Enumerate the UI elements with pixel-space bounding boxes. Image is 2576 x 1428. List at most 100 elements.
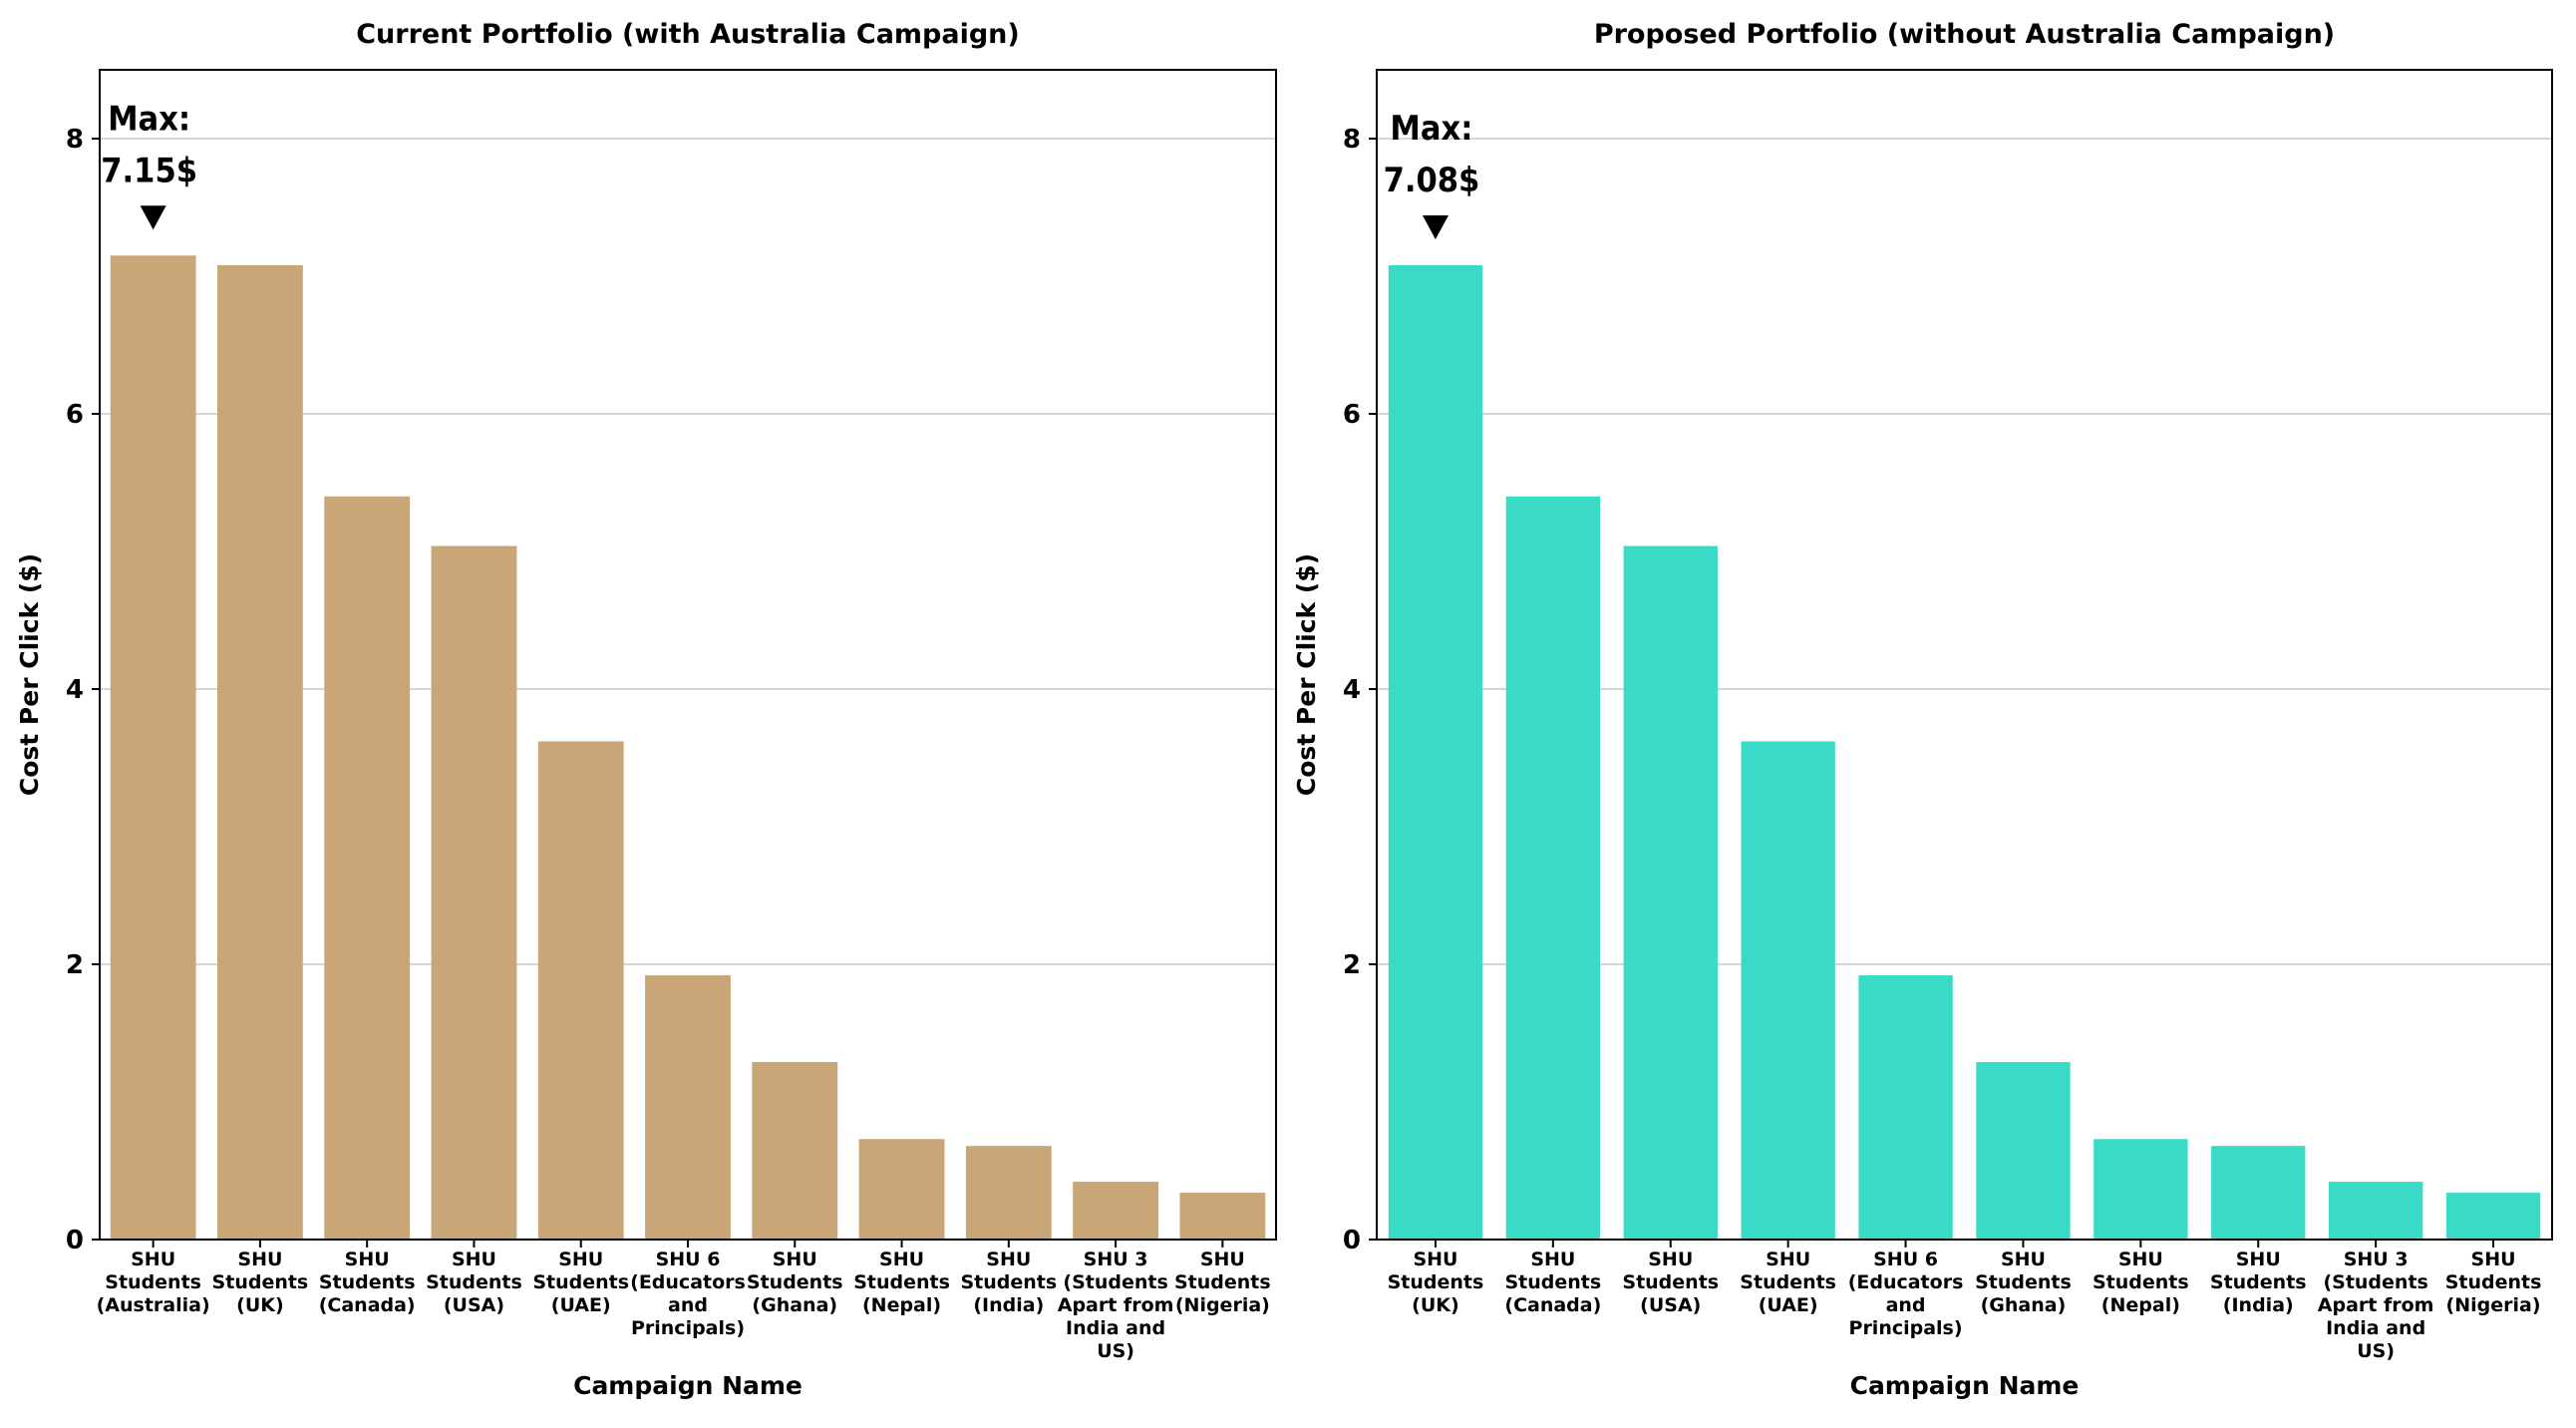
bar <box>537 741 624 1240</box>
chart-title: Proposed Portfolio (without Australia Ca… <box>1594 19 2335 50</box>
x-tick-label-line: Students <box>960 1271 1057 1293</box>
x-tick-label: SHU Students (Ghana) <box>747 1249 843 1316</box>
x-tick-label-line: (India) <box>2223 1294 2294 1316</box>
y-tick-label: 6 <box>1343 400 1361 430</box>
x-tick-label-line: SHU <box>1766 1249 1810 1270</box>
plot-frame <box>99 69 1277 1241</box>
x-tick-label-line: (Students <box>1063 1271 1167 1293</box>
x-tick-label-line: Students <box>1622 1271 1719 1293</box>
current-portfolio-chart: Current Portfolio (with Australia Campai… <box>15 19 1277 1400</box>
x-tick-label: SHU Students (Nigeria) <box>2445 1249 2542 1316</box>
x-tick-label-line: India and <box>2326 1317 2425 1339</box>
x-tick-label-line: (Nepal) <box>2101 1294 2180 1316</box>
x-tick-label-line: (Educators <box>630 1271 746 1293</box>
y-tick-label: 6 <box>66 400 84 430</box>
x-tick-label-line: SHU <box>2118 1249 2163 1270</box>
y-tick-label: 0 <box>66 1226 84 1255</box>
x-tick-label-line: SHU <box>986 1249 1031 1270</box>
x-tick-label: SHU Students (Nigeria) <box>1174 1249 1271 1316</box>
x-tick-label-line: Students <box>1504 1271 1601 1293</box>
x-tick-label: SHU 6 (Educators and Principals) <box>1848 1249 1964 1339</box>
x-tick-label-line: SHU <box>2001 1249 2046 1270</box>
x-axis-label: Campaign Name <box>573 1371 803 1400</box>
x-tick-label: SHU Students (Nepal) <box>853 1249 950 1316</box>
x-tick-label-line: Apart from <box>1058 1294 1174 1316</box>
x-tick-label: SHU Students (India) <box>2210 1249 2307 1316</box>
bar <box>2093 1139 2188 1240</box>
x-tick-label-line: SHU 6 <box>1873 1249 1938 1270</box>
x-tick-label-line: Students <box>747 1271 843 1293</box>
x-tick-label: SHU Students (UK) <box>1388 1249 1484 1316</box>
x-tick-label: SHU 3 (Students Apart from India and US) <box>2318 1249 2434 1362</box>
bar <box>2211 1146 2306 1240</box>
bar <box>1623 545 1718 1240</box>
x-tick-label-line: Students <box>1975 1271 2072 1293</box>
x-tick-label: SHU Students (Canada) <box>1504 1249 1601 1316</box>
x-tick-label-line: SHU 3 <box>1084 1249 1148 1270</box>
x-tick-label-line: SHU <box>2236 1249 2281 1270</box>
x-tick-label-line: SHU <box>558 1249 603 1270</box>
bar <box>431 545 517 1240</box>
x-tick-label: SHU Students (Canada) <box>319 1249 416 1316</box>
x-tick-label-line: US) <box>2357 1340 2395 1362</box>
y-tick-label: 2 <box>66 950 84 980</box>
bar <box>217 264 303 1241</box>
x-tick-label-line: SHU <box>131 1249 175 1270</box>
bar <box>1388 264 1483 1241</box>
x-tick-label-line: Students <box>853 1271 950 1293</box>
x-tick-label-line: (Students <box>2323 1271 2427 1293</box>
x-tick-label-line: Students <box>2445 1271 2542 1293</box>
x-tick-label-line: and <box>1886 1294 1926 1316</box>
x-tick-label: SHU Students (UK) <box>212 1249 309 1316</box>
x-tick-label-line: (Canada) <box>319 1294 416 1316</box>
x-tick-label-line: (UAE) <box>1759 1294 1818 1316</box>
bar <box>1741 741 1835 1240</box>
x-tick-label-line: (India) <box>973 1294 1044 1316</box>
x-tick-label: SHU Students (Nepal) <box>2093 1249 2189 1316</box>
y-tick-label: 8 <box>1343 125 1361 155</box>
x-tick-label-line: SHU <box>1200 1249 1245 1270</box>
bar <box>110 255 196 1240</box>
x-tick-label-line: SHU <box>1530 1249 1575 1270</box>
x-tick-label-line: SHU 3 <box>2344 1249 2409 1270</box>
x-tick-label-line: (USA) <box>1640 1294 1701 1316</box>
x-tick-label-line: (Nigeria) <box>1175 1294 1270 1316</box>
x-tick-label-line: SHU <box>1648 1249 1693 1270</box>
x-tick-label-line: US) <box>1097 1340 1134 1362</box>
bar <box>1505 496 1601 1240</box>
x-tick-label-line: Students <box>532 1271 629 1293</box>
x-tick-label-line: SHU <box>773 1249 817 1270</box>
y-tick-label: 8 <box>66 125 84 155</box>
x-tick-label-line: and <box>668 1294 708 1316</box>
bar <box>1858 975 1953 1240</box>
x-tick-label: SHU Students (Ghana) <box>1975 1249 2072 1316</box>
y-axis-label: Cost Per Click ($) <box>1292 553 1321 796</box>
bar <box>645 975 731 1240</box>
x-tick-label-line: SHU <box>2471 1249 2516 1270</box>
plot-frame <box>1376 69 2553 1241</box>
proposed-portfolio-chart: Proposed Portfolio (without Australia Ca… <box>1292 19 2553 1400</box>
x-tick-label-line: Principals) <box>631 1317 745 1339</box>
x-tick-label-line: SHU <box>1413 1249 1457 1270</box>
x-tick-label-line: Students <box>1388 1271 1484 1293</box>
x-tick-label-line: (UAE) <box>551 1294 611 1316</box>
max-annotation-label: Max: <box>1390 109 1472 149</box>
bar <box>965 1146 1052 1240</box>
x-tick-label-line: (Canada) <box>1504 1294 1601 1316</box>
x-tick-label-line: India and <box>1066 1317 1165 1339</box>
x-tick-label-line: (Nigeria) <box>2446 1294 2541 1316</box>
x-tick-label-line: (Ghana) <box>752 1294 837 1316</box>
y-tick-label: 2 <box>1343 950 1361 980</box>
x-tick-label: SHU Students (USA) <box>1622 1249 1719 1316</box>
x-tick-label-line: Principals) <box>1849 1317 1963 1339</box>
x-tick-label-line: SHU <box>237 1249 282 1270</box>
x-tick-label-line: Students <box>2093 1271 2189 1293</box>
x-tick-label-line: Students <box>105 1271 201 1293</box>
x-tick-label-line: Apart from <box>2318 1294 2434 1316</box>
x-tick-label: SHU Students (USA) <box>426 1249 522 1316</box>
max-annotation-label: Max: <box>108 99 190 139</box>
bar <box>858 1139 945 1240</box>
x-tick-label: SHU Students (UAE) <box>1740 1249 1836 1316</box>
x-tick-label-line: (Ghana) <box>1981 1294 2067 1316</box>
